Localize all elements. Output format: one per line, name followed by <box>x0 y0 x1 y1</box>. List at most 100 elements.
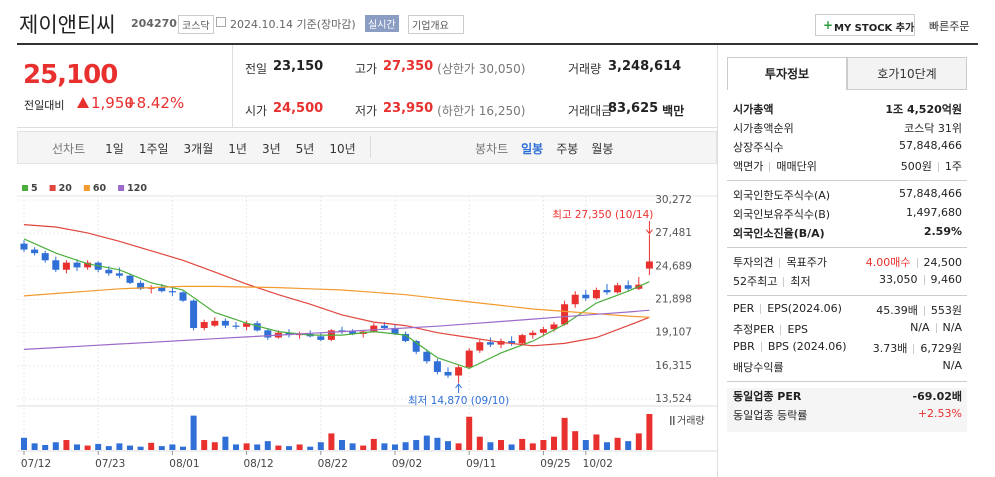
x-tick-label: 08/22 <box>318 458 348 470</box>
info-label: 동일업종 PER <box>733 388 801 404</box>
volume-bar <box>551 436 557 450</box>
period-tab[interactable]: 5년 <box>295 142 315 156</box>
info-label: 배당수익률 <box>733 359 784 375</box>
side-tab[interactable]: 투자정보 <box>727 57 847 90</box>
volume-bar <box>42 445 49 450</box>
candle-body <box>529 332 537 336</box>
mystock-button[interactable]: + MY STOCK 추가 <box>815 14 915 36</box>
side-tab[interactable]: 호가10단계 <box>847 57 967 90</box>
candle-body <box>317 336 325 340</box>
info-value: 1조 4,520억원 <box>727 101 962 117</box>
info-label: 액면가 매매단위 <box>733 158 817 174</box>
overview-button[interactable]: 기업개요 <box>408 15 464 34</box>
volume-bar <box>508 444 515 450</box>
value-part: 57,848,466 <box>899 139 962 152</box>
legend-label: 5 <box>31 183 38 194</box>
volume-bar <box>370 438 377 450</box>
header-rule <box>17 43 978 45</box>
info-value: 2.59% <box>727 225 962 238</box>
volume-bar <box>476 436 483 450</box>
volume-bar <box>402 442 409 450</box>
divider <box>17 127 717 128</box>
label-part: PER <box>733 302 755 315</box>
info-value: 57,848,466 <box>727 187 962 200</box>
high-annotation: 최고 27,350 (10/14) <box>552 209 653 221</box>
quick-order[interactable]: 빠른주문 <box>929 20 970 33</box>
candle-body <box>232 325 240 327</box>
period-tab[interactable]: 3년 <box>261 142 281 156</box>
y-tick-label: 13,524 <box>655 393 692 405</box>
x-tick-label: 09/11 <box>466 458 496 470</box>
volume-bar <box>74 444 80 450</box>
candle-body <box>264 330 272 338</box>
period-tab[interactable]: 3개월 <box>183 142 214 156</box>
volume-bar <box>498 440 504 450</box>
candle-body <box>137 282 145 289</box>
volume-bar <box>360 445 367 450</box>
volume-bar <box>413 440 420 450</box>
candle-body <box>370 325 378 332</box>
info-value: 4.00매수 24,500 <box>727 254 962 270</box>
candle-tab[interactable]: 월봉 <box>591 142 614 156</box>
candle-body <box>20 243 28 250</box>
candle-body <box>105 269 113 274</box>
candle-body <box>486 342 494 345</box>
quote-extra: (하한가 16,250) <box>437 104 526 118</box>
volume-bar <box>328 433 335 450</box>
value-part: N/A <box>942 321 962 334</box>
volume-bar <box>63 440 70 450</box>
period-tab[interactable]: 1년 <box>228 142 247 156</box>
divider <box>727 247 967 248</box>
legend-swatch <box>83 185 90 191</box>
period-tab[interactable]: 1일 <box>105 142 124 156</box>
volume-bar <box>614 437 621 450</box>
info-value: 3.73배 6,729원 <box>727 340 962 356</box>
plus-icon: + <box>823 18 834 32</box>
info-label: 외국인소진율(B/A) <box>733 225 825 241</box>
label-part: 외국인한도주식수(A) <box>733 189 831 202</box>
info-label: 상장주식수 <box>733 139 784 155</box>
period-tab[interactable]: 10년 <box>329 142 356 156</box>
volume-bar <box>646 414 653 450</box>
x-tick-label: 10/02 <box>583 458 613 470</box>
volume-bar <box>180 446 186 450</box>
volume-bar <box>137 446 144 450</box>
period-tab[interactable]: 1주일 <box>138 142 169 156</box>
candle-tab[interactable]: 일봉 <box>521 142 544 156</box>
realtime-button[interactable]: 실시간 <box>365 15 399 32</box>
value-part: 45.39배 <box>876 304 918 317</box>
moving-average <box>23 238 650 370</box>
x-tick-label: 07/23 <box>95 458 125 470</box>
separator <box>783 277 785 287</box>
volume-bar <box>635 433 642 450</box>
candle-tab[interactable]: 주봉 <box>556 142 579 156</box>
volume-label: 거래량 <box>677 415 705 427</box>
label-part: 추정PER <box>733 323 775 336</box>
candle-body <box>508 341 516 344</box>
info-value: -69.02배 <box>727 388 962 404</box>
info-label: PER EPS(2024.06) <box>733 302 842 315</box>
candle-body <box>539 329 547 333</box>
y-tick-label: 24,689 <box>655 260 692 272</box>
y-tick-label: 27,481 <box>655 227 692 239</box>
x-tick-label: 07/12 <box>21 458 51 470</box>
candle-body <box>433 361 441 372</box>
candle-body <box>349 331 357 334</box>
candle-body <box>243 323 251 327</box>
x-tick-label: 08/12 <box>243 458 273 470</box>
separator <box>779 258 781 268</box>
label-part: 액면가 <box>733 160 764 173</box>
candle-body <box>444 371 452 376</box>
candle-body <box>402 333 410 342</box>
quote-extra: (상한가 30,050) <box>437 62 526 76</box>
volume-bar <box>487 442 494 450</box>
label-part: BPS (2024.06) <box>767 340 847 353</box>
volume-bar <box>572 431 579 450</box>
base-date: 2024.10.14 기준(장마감) <box>230 18 356 31</box>
volume-bar <box>296 444 303 450</box>
value-part: 9,460 <box>930 273 963 286</box>
moving-average <box>23 309 650 350</box>
label-part: 외국인보유주식수(B) <box>733 208 831 221</box>
